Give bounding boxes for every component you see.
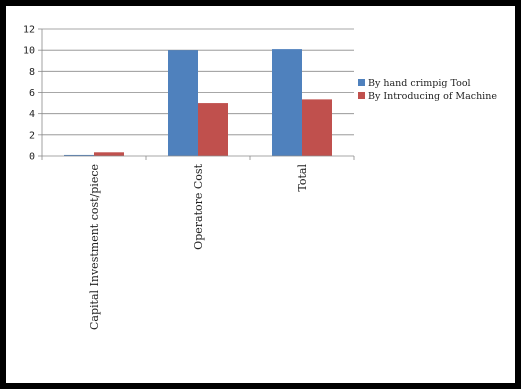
bar xyxy=(272,49,302,156)
y-tick-label: 0 xyxy=(29,152,35,163)
bar xyxy=(168,50,198,156)
legend-swatch xyxy=(358,79,365,86)
chart-legend: By hand crimpig Tool By Introducing of Ma… xyxy=(358,78,497,102)
y-tick-label: 12 xyxy=(23,25,35,36)
legend-label: By hand crimpig Tool xyxy=(368,78,471,89)
legend-label: By Introducing of Machine xyxy=(368,91,497,102)
bar xyxy=(198,103,228,156)
bar-chart: 0 2 4 6 8 10 12 Capital Investment cost/piece O… xyxy=(23,25,497,330)
bar xyxy=(302,99,332,156)
y-tick-label: 2 xyxy=(29,130,35,141)
bar xyxy=(64,154,94,156)
bar xyxy=(94,152,124,156)
legend-swatch xyxy=(358,92,365,99)
y-tick-label: 6 xyxy=(29,88,35,99)
x-category-label: Total xyxy=(296,164,309,192)
chart-frame: 0 2 4 6 8 10 12 Capital Investment cost/piece O… xyxy=(6,6,515,383)
y-tick-label: 10 xyxy=(23,46,35,57)
y-tick-label: 8 xyxy=(29,67,35,78)
y-tick-label: 4 xyxy=(29,109,35,120)
x-category-label: Operatore Cost xyxy=(192,163,205,249)
x-category-label: Capital Investment cost/piece xyxy=(88,164,101,330)
